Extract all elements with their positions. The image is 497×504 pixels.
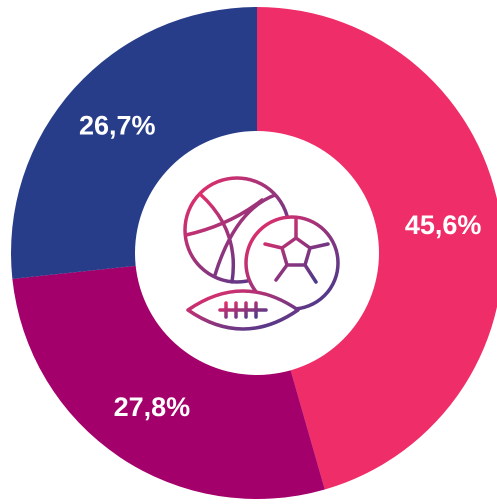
value-label: 26,7%	[79, 110, 156, 140]
value-label: 45,6%	[405, 210, 482, 240]
sports-icon	[183, 176, 340, 331]
value-label: 27,8%	[114, 392, 191, 422]
